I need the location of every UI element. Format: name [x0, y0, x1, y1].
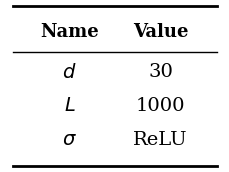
Text: $L$: $L$	[63, 97, 75, 115]
Text: 30: 30	[147, 63, 172, 82]
Text: Name: Name	[40, 23, 98, 41]
Text: $d$: $d$	[62, 63, 76, 82]
Text: ReLU: ReLU	[133, 131, 187, 149]
Text: Value: Value	[132, 23, 187, 41]
Text: $\sigma$: $\sigma$	[62, 131, 77, 149]
Text: 1000: 1000	[135, 97, 184, 115]
